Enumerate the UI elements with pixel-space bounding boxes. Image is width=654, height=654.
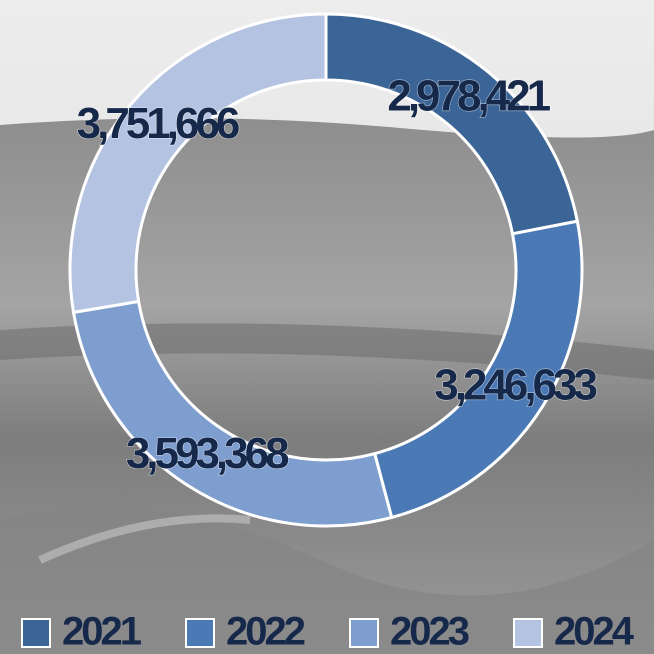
legend: 2021 2022 2023 2024 bbox=[21, 610, 638, 654]
legend-label: 2021 bbox=[62, 610, 142, 654]
legend-label: 2024 bbox=[554, 610, 635, 654]
donut bbox=[68, 12, 584, 528]
legend-swatch bbox=[513, 618, 543, 648]
value-labels: 2,978,421 3,246,633 3,593,368 3,751,666 bbox=[76, 71, 601, 479]
value-label: 3,593,368 bbox=[126, 429, 289, 478]
donut-segment bbox=[68, 12, 328, 315]
value-label: 2,978,421 bbox=[387, 71, 550, 120]
legend-label: 2022 bbox=[226, 610, 305, 654]
value-label: 3,751,666 bbox=[77, 99, 239, 148]
legend-swatch bbox=[21, 618, 51, 648]
legend-swatch bbox=[349, 618, 379, 648]
legend-label: 2023 bbox=[390, 610, 469, 654]
legend-swatch bbox=[185, 618, 215, 648]
value-label: 3,246,633 bbox=[434, 361, 596, 410]
